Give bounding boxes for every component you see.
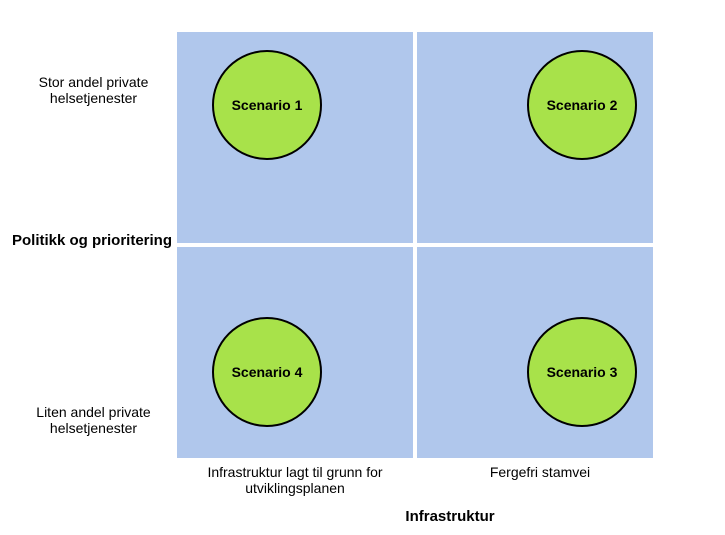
scenario-circle-4: Scenario 4 <box>212 317 322 427</box>
scenario-circle-3: Scenario 3 <box>527 317 637 427</box>
quadrant-bottom-left: Scenario 4 <box>175 245 415 460</box>
scenario-1-label: Scenario 1 <box>232 97 303 113</box>
x-axis-title: Infrastruktur <box>360 508 540 525</box>
scenario-matrix-diagram: Stor andel private helsetjenester Politi… <box>0 0 725 535</box>
y-axis-title: Politikk og prioritering <box>12 232 172 249</box>
y-top-text: Stor andel private helsetjenester <box>39 74 149 106</box>
x-title-text: Infrastruktur <box>405 508 494 525</box>
scenario-2-label: Scenario 2 <box>547 97 618 113</box>
y-axis-top-label: Stor andel private helsetjenester <box>16 74 171 106</box>
quadrant-top-right: Scenario 2 <box>415 30 655 245</box>
y-title-text: Politikk og prioritering <box>12 232 172 249</box>
quadrant-top-left: Scenario 1 <box>175 30 415 245</box>
x-left-text: Infrastruktur lagt til grunn for utvikli… <box>207 464 382 496</box>
y-bottom-text: Liten andel private helsetjenester <box>36 404 150 436</box>
x-axis-left-label: Infrastruktur lagt til grunn for utvikli… <box>185 464 405 496</box>
matrix-grid: Scenario 1 Scenario 2 Scenario 4 Scenari… <box>175 30 655 460</box>
scenario-circle-1: Scenario 1 <box>212 50 322 160</box>
quadrant-bottom-right: Scenario 3 <box>415 245 655 460</box>
scenario-3-label: Scenario 3 <box>547 364 618 380</box>
y-axis-bottom-label: Liten andel private helsetjenester <box>16 404 171 436</box>
x-right-text: Fergefri stamvei <box>490 464 590 480</box>
scenario-4-label: Scenario 4 <box>232 364 303 380</box>
x-axis-right-label: Fergefri stamvei <box>440 464 640 480</box>
scenario-circle-2: Scenario 2 <box>527 50 637 160</box>
